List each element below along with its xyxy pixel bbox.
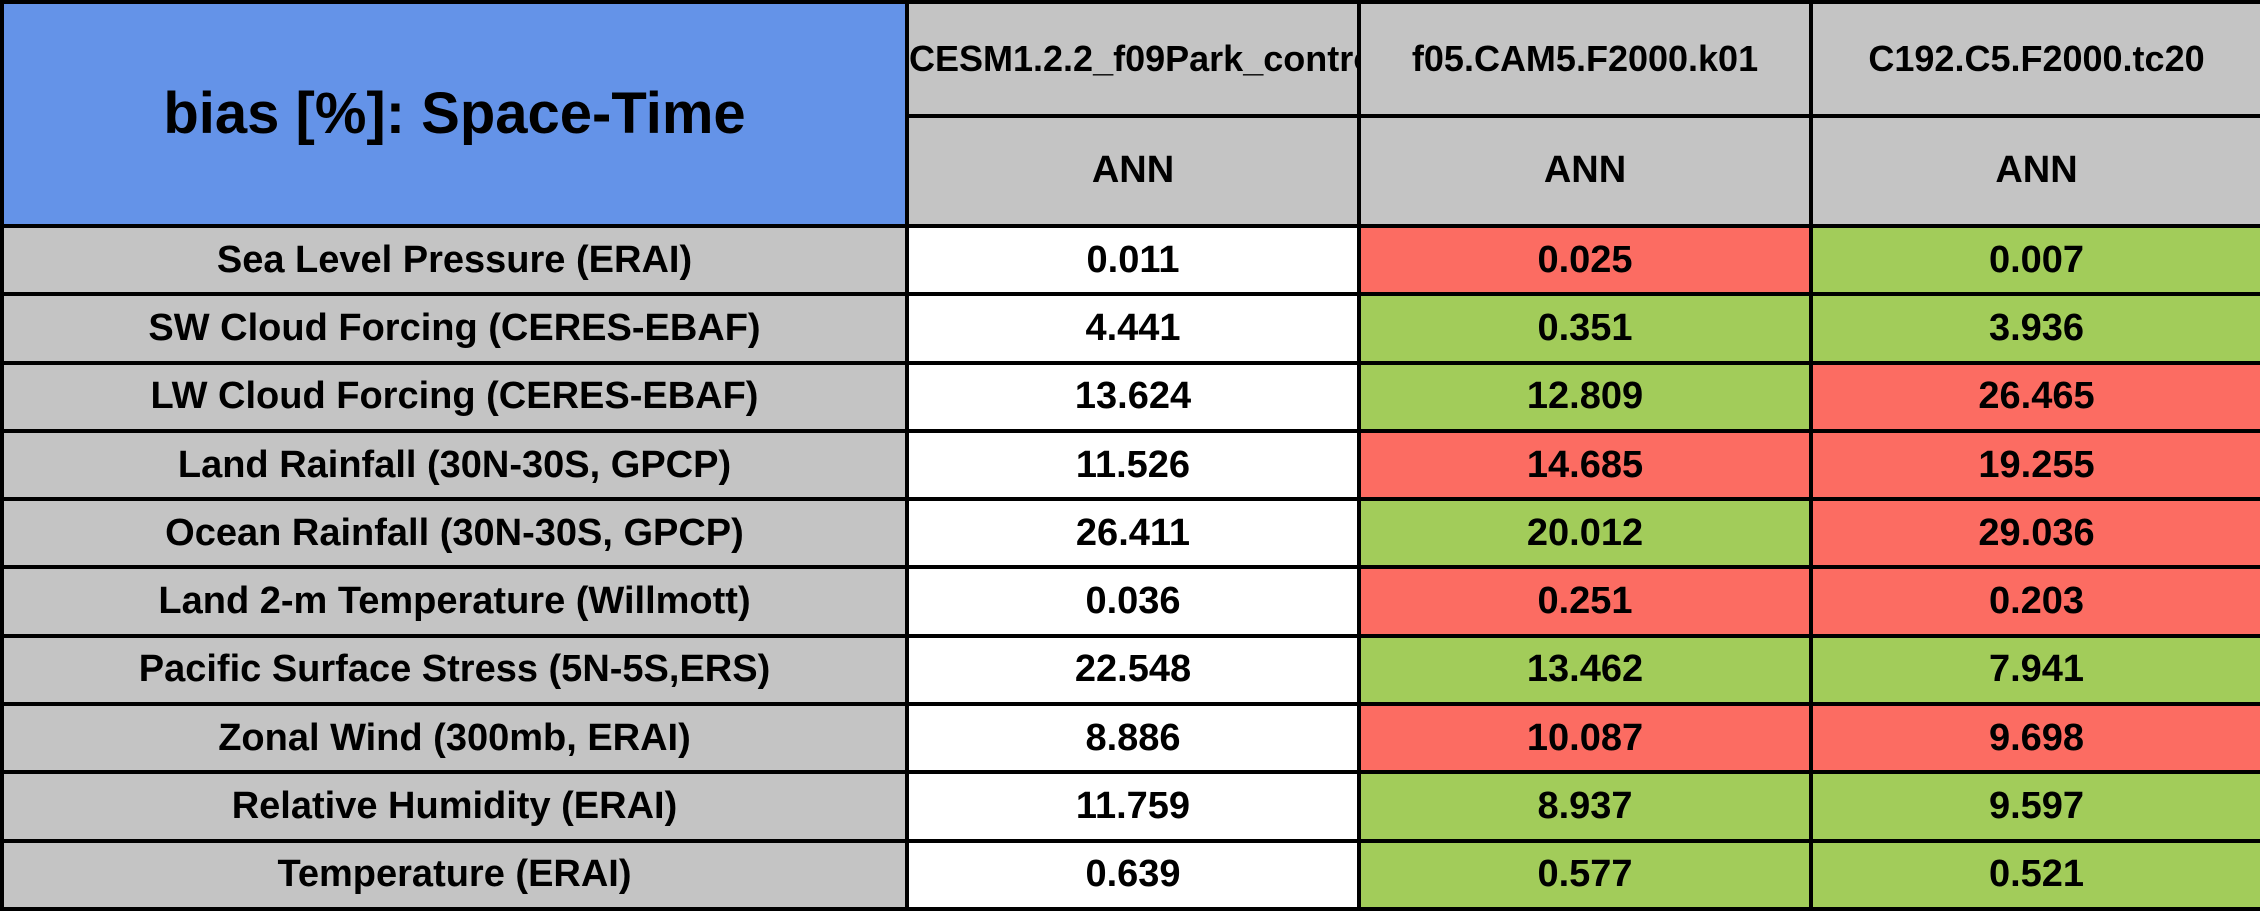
value-cell: 0.011 bbox=[905, 223, 1361, 297]
row-label: Relative Humidity (ERAI) bbox=[0, 770, 909, 843]
value-cell: 8.886 bbox=[905, 702, 1361, 775]
value-cell: 26.465 bbox=[1809, 360, 2260, 433]
model-header-row: bias [%]: Space-Time CESM1.2.2_f09Park_c… bbox=[0, 0, 2260, 228]
value-cell: 0.025 bbox=[1357, 223, 1813, 297]
model-header-label: CESM1.2.2_f09Park_control bbox=[909, 37, 1357, 79]
value-cell: 0.639 bbox=[905, 838, 1361, 911]
table-row: Land 2-m Temperature (Willmott) 0.036 0.… bbox=[0, 565, 2260, 638]
value-cell: 11.526 bbox=[905, 428, 1361, 502]
value-cell: 3.936 bbox=[1809, 292, 2260, 365]
value-cell: 9.698 bbox=[1809, 702, 2260, 775]
model-header-cell: C192.C5.F2000.tc20 bbox=[1809, 0, 2260, 118]
value-cell: 8.937 bbox=[1357, 770, 1813, 843]
value-cell: 7.941 bbox=[1809, 633, 2260, 707]
model-header-cell: CESM1.2.2_f09Park_control bbox=[905, 0, 1361, 118]
season-header-row: ANN ANN ANN bbox=[2, 113, 2260, 228]
value-cell: 0.036 bbox=[905, 565, 1361, 638]
value-cell: 14.685 bbox=[1357, 428, 1813, 502]
row-label: SW Cloud Forcing (CERES-EBAF) bbox=[0, 292, 909, 365]
table-row: SW Cloud Forcing (CERES-EBAF) 4.441 0.35… bbox=[0, 292, 2260, 365]
row-label: Pacific Surface Stress (5N-5S,ERS) bbox=[0, 633, 909, 707]
table-title-cell: bias [%]: Space-Time bbox=[0, 0, 909, 228]
season-header-cell: ANN bbox=[1809, 113, 2260, 228]
row-label: Land 2-m Temperature (Willmott) bbox=[0, 565, 909, 638]
value-cell: 0.351 bbox=[1357, 292, 1813, 365]
model-header-label: f05.CAM5.F2000.k01 bbox=[1411, 37, 1759, 79]
value-cell: 19.255 bbox=[1809, 428, 2260, 502]
model-header-label: C192.C5.F2000.tc20 bbox=[1868, 37, 2205, 79]
value-cell: 12.809 bbox=[1357, 360, 1813, 433]
value-cell: 11.759 bbox=[905, 770, 1361, 843]
table-row: Sea Level Pressure (ERAI) 0.011 0.025 0.… bbox=[0, 223, 2260, 297]
table-row: LW Cloud Forcing (CERES-EBAF) 13.624 12.… bbox=[0, 360, 2260, 433]
value-cell: 0.521 bbox=[1809, 838, 2260, 911]
row-label: LW Cloud Forcing (CERES-EBAF) bbox=[0, 360, 909, 433]
row-label: Ocean Rainfall (30N-30S, GPCP) bbox=[0, 497, 909, 570]
value-cell: 20.012 bbox=[1357, 497, 1813, 570]
value-cell: 0.577 bbox=[1357, 838, 1813, 911]
model-header-cell: f05.CAM5.F2000.k01 bbox=[1357, 0, 1813, 118]
table-row: Pacific Surface Stress (5N-5S,ERS) 22.54… bbox=[0, 633, 2260, 707]
value-cell: 0.007 bbox=[1809, 223, 2260, 297]
table-title: bias [%]: Space-Time bbox=[163, 81, 746, 147]
row-label: Zonal Wind (300mb, ERAI) bbox=[0, 702, 909, 775]
value-cell: 0.203 bbox=[1809, 565, 2260, 638]
value-cell: 9.597 bbox=[1809, 770, 2260, 843]
value-cell: 13.462 bbox=[1357, 633, 1813, 707]
value-cell: 13.624 bbox=[905, 360, 1361, 433]
table-row: Ocean Rainfall (30N-30S, GPCP) 26.411 20… bbox=[0, 497, 2260, 570]
row-label: Temperature (ERAI) bbox=[0, 838, 909, 911]
season-header-cell: ANN bbox=[1357, 113, 1813, 228]
row-label: Land Rainfall (30N-30S, GPCP) bbox=[0, 428, 909, 502]
table-row: Land Rainfall (30N-30S, GPCP) 11.526 14.… bbox=[0, 428, 2260, 502]
season-header-cell: ANN bbox=[905, 113, 1361, 228]
table-row: Relative Humidity (ERAI) 11.759 8.937 9.… bbox=[0, 770, 2260, 843]
value-cell: 22.548 bbox=[905, 633, 1361, 707]
value-cell: 0.251 bbox=[1357, 565, 1813, 638]
table-row: Zonal Wind (300mb, ERAI) 8.886 10.087 9.… bbox=[0, 702, 2260, 775]
value-cell: 29.036 bbox=[1809, 497, 2260, 570]
table-row: Temperature (ERAI) 0.639 0.577 0.521 bbox=[0, 838, 2260, 911]
value-cell: 26.411 bbox=[905, 497, 1361, 570]
row-label: Sea Level Pressure (ERAI) bbox=[0, 223, 909, 297]
value-cell: 4.441 bbox=[905, 292, 1361, 365]
value-cell: 10.087 bbox=[1357, 702, 1813, 775]
